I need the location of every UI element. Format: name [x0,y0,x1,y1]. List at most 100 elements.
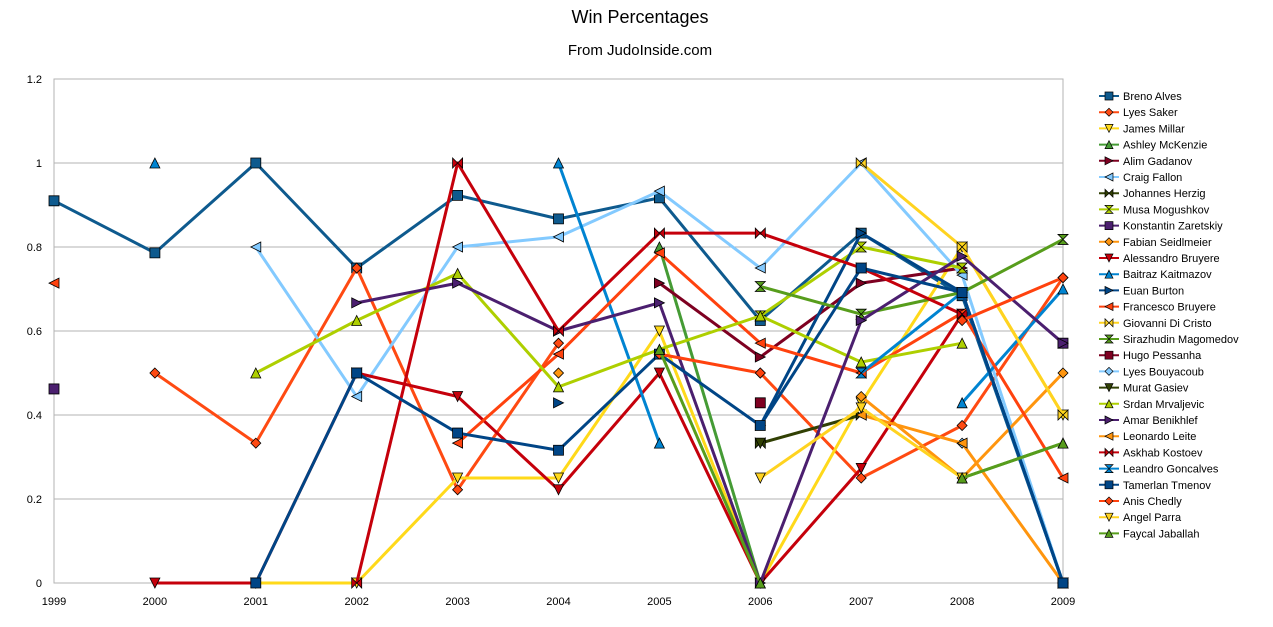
y-tick-label: 0.6 [27,326,42,338]
legend-swatch-marker [1104,253,1114,263]
legend-label: Leonardo Leite [1123,431,1196,443]
data-point [956,419,968,432]
x-tick-label: 2009 [1051,596,1075,608]
data-point [1057,234,1069,245]
x-tick-label: 2003 [445,596,469,608]
data-point [956,337,968,349]
series-28 [653,343,1069,589]
data-point [249,241,262,253]
data-point [1057,472,1069,484]
legend-label: Francesco Bruyere [1123,302,1216,314]
legend-label: Craig Fallon [1123,172,1182,184]
series-15 [351,157,1069,421]
legend-label: Leandro Goncalves [1123,464,1219,476]
data-point [351,367,363,379]
data-point [956,314,968,327]
data-point [351,262,363,274]
data-point [250,437,262,449]
data-point [855,314,868,327]
data-point [754,262,766,274]
series-2 [149,262,1069,496]
data-point [452,277,464,289]
legend-label: Konstantin Zaretskiy [1123,221,1223,233]
data-point [754,367,766,379]
data-point [149,157,161,169]
legend-swatch-marker [1104,496,1114,506]
data-point [956,250,968,262]
y-tick-label: 1 [36,158,42,170]
legend-swatch-marker [1104,156,1114,166]
series-line [961,441,1064,480]
data-point [855,227,868,239]
x-tick-label: 2007 [849,596,873,608]
data-point [855,472,867,484]
data-point [956,437,968,449]
data-point [855,367,868,379]
x-tick-label: 2006 [748,596,772,608]
legend-label: Musa Mogushkov [1123,204,1210,216]
legend-swatch-marker [1104,415,1114,425]
legend-swatch-marker [1104,366,1114,376]
legend-swatch-marker [1104,334,1114,344]
data-point [48,195,60,207]
legend-label: Anis Chedly [1123,496,1182,508]
legend-label: Murat Gasiev [1123,383,1189,395]
y-tick-label: 0.4 [27,410,42,422]
data-point [1057,337,1069,349]
data-point [553,397,565,409]
series-17 [754,397,766,409]
data-point [1057,272,1069,284]
data-point [552,472,565,484]
data-point [149,367,161,379]
legend-label: Baitraz Kaitmazov [1123,269,1212,281]
data-point [48,383,60,395]
series-line [657,246,762,584]
chart-subtitle: From JudoInside.com [568,42,712,59]
y-tick-label: 0 [36,578,42,590]
data-point [956,262,969,274]
data-point [654,297,666,309]
legend-swatch-marker [1104,205,1114,214]
y-axis: 0 0.2 0.4 0.6 0.8 1 1.2 [27,74,42,590]
legend-swatch-marker [1104,350,1114,360]
legend-swatch-marker [1104,480,1114,490]
data-point [451,437,463,449]
series-line [759,238,1064,316]
data-point [855,402,867,414]
data-point [452,157,463,169]
x-tick-label: 2001 [244,596,268,608]
data-point [754,227,766,240]
series-line [659,352,761,375]
data-point [553,325,564,337]
data-point [48,277,60,289]
data-point [553,444,564,456]
data-point [855,262,867,274]
legend-swatch-marker [1104,431,1114,441]
series-line [759,276,1065,480]
legend-label: Srdan Mrvaljevic [1123,399,1205,411]
x-tick-label: 2005 [647,596,671,608]
data-point [351,577,363,589]
data-point [754,420,766,431]
data-point [754,309,766,322]
legend-label: James Millar [1123,123,1185,135]
series-lines [48,157,1069,589]
legend-swatch-marker [1104,317,1114,328]
data-point [552,337,565,349]
series-line [658,266,963,359]
data-point [855,356,867,368]
x-tick-label: 2000 [143,596,167,608]
legend-swatch-marker [1104,269,1114,279]
data-point [754,281,767,292]
data-point [552,484,565,496]
data-point [653,367,666,379]
legend-label: Johannes Herzig [1123,188,1206,200]
x-tick-label: 2004 [546,596,570,608]
series-19 [754,437,766,450]
data-point [1057,437,1069,449]
data-point [754,437,766,450]
data-point [552,348,564,360]
legend-swatch-marker [1104,172,1114,182]
data-point [754,351,767,363]
data-point [956,286,968,298]
